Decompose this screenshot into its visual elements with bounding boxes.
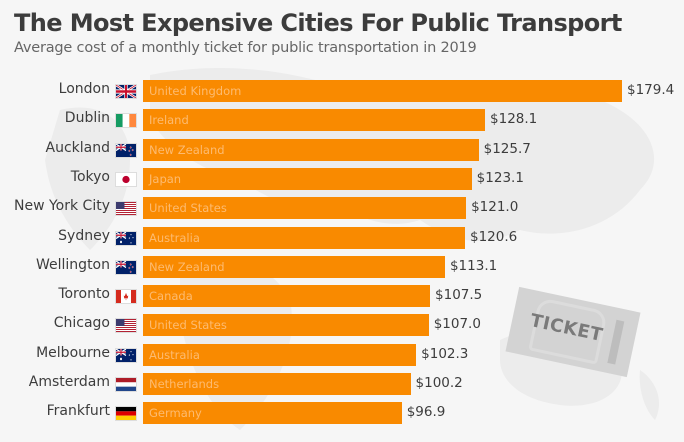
city-label: Auckland xyxy=(45,139,110,156)
netherlands-flag-icon xyxy=(115,377,137,392)
value-label: $107.5 xyxy=(435,287,483,304)
country-label: Japan xyxy=(149,171,182,186)
chart-subtitle: Average cost of a monthly ticket for pub… xyxy=(14,40,477,56)
bar-row: New York City United States $121.0 xyxy=(0,197,684,220)
city-label: Melbourne xyxy=(36,344,110,361)
bar xyxy=(143,138,479,161)
bar-row: Chicago United States $107.0 xyxy=(0,314,684,337)
city-label: Tokyo xyxy=(70,168,110,185)
country-label: United Kingdom xyxy=(149,84,242,98)
new-zealand-flag-icon xyxy=(115,142,137,158)
value-label: $113.1 xyxy=(449,257,498,274)
country-label: Canada xyxy=(149,289,193,304)
city-label: Wellington xyxy=(36,256,110,273)
city-label: Dublin xyxy=(64,110,110,127)
value-label: $102.3 xyxy=(421,345,469,362)
city-label: Frankfurt xyxy=(46,403,110,420)
city-label: New York City xyxy=(14,198,110,215)
australia-flag-icon xyxy=(115,230,137,246)
australia-flag-icon xyxy=(115,347,137,363)
bar xyxy=(143,167,472,190)
country-label: Netherlands xyxy=(149,377,220,391)
value-label: $128.1 xyxy=(490,111,538,128)
country-label: United States xyxy=(149,318,227,333)
country-label: New Zealand xyxy=(149,142,225,157)
bar-row: Auckland New Zealand $125.7 xyxy=(0,138,684,161)
city-label: Amsterdam xyxy=(28,374,110,390)
bar xyxy=(143,343,417,366)
country-label: Australia xyxy=(149,347,200,362)
bar xyxy=(143,373,411,395)
country-label: Australia xyxy=(149,230,200,245)
bar xyxy=(143,80,622,102)
city-label: Toronto xyxy=(58,286,110,303)
value-label: $96.9 xyxy=(406,404,446,421)
country-label: Ireland xyxy=(149,113,189,128)
bar-row: London United Kingdom $179.4 xyxy=(0,80,684,102)
canada-flag-icon xyxy=(115,289,137,305)
country-label: New Zealand xyxy=(149,259,225,274)
germany-flag-icon xyxy=(115,406,137,422)
bar xyxy=(143,314,429,337)
country-label: Germany xyxy=(149,406,202,421)
value-label: $107.0 xyxy=(433,316,481,333)
bar xyxy=(143,226,465,249)
city-label: London xyxy=(58,81,110,97)
value-label: $125.7 xyxy=(483,140,531,157)
usa-flag-icon xyxy=(115,201,137,217)
bar-row: Sydney Australia $120.6 xyxy=(0,226,684,249)
value-label: $100.2 xyxy=(415,375,463,391)
japan-flag-icon xyxy=(115,171,137,187)
bar-row: Melbourne Australia $102.3 xyxy=(0,343,684,366)
bar-row: Dublin Ireland $128.1 xyxy=(0,109,684,132)
bar-row: Toronto Canada $107.5 xyxy=(0,285,684,308)
uk-flag-icon xyxy=(115,84,137,99)
city-label: Chicago xyxy=(53,315,110,332)
value-label: $123.1 xyxy=(476,169,524,186)
value-label: $121.0 xyxy=(471,199,519,216)
bar xyxy=(143,402,402,425)
value-label: $179.4 xyxy=(627,82,675,98)
bar-row: Frankfurt Germany $96.9 xyxy=(0,402,684,425)
bar-row: Tokyo Japan $123.1 xyxy=(0,167,684,190)
chart-title: The Most Expensive Cities For Public Tra… xyxy=(14,9,622,37)
bar xyxy=(143,197,467,220)
new-zealand-flag-icon xyxy=(115,259,137,275)
bar-row: Amsterdam Netherlands $100.2 xyxy=(0,373,684,395)
country-label: United States xyxy=(149,201,227,216)
bar xyxy=(143,109,486,132)
bar xyxy=(143,255,445,278)
usa-flag-icon xyxy=(115,318,137,334)
value-label: $120.6 xyxy=(470,228,518,245)
bar-row: Wellington New Zealand $113.1 xyxy=(0,255,684,278)
city-label: Sydney xyxy=(58,227,110,244)
bar xyxy=(143,285,431,308)
ticket-stub xyxy=(607,319,625,365)
ireland-flag-icon xyxy=(115,113,137,129)
